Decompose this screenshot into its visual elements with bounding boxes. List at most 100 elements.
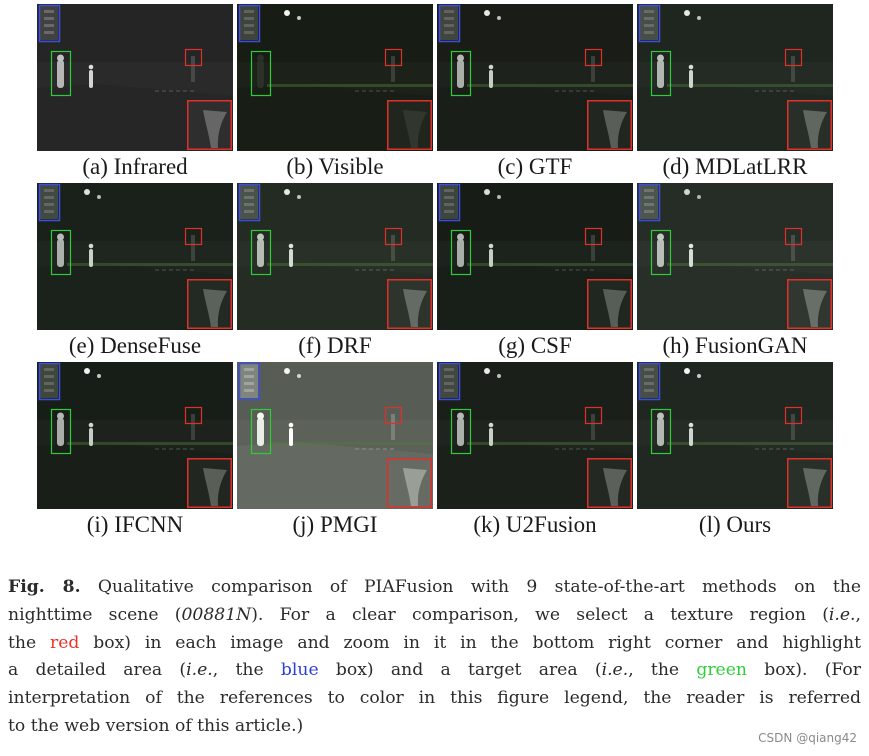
road-surface xyxy=(637,263,833,330)
detail-box-blue xyxy=(38,183,61,222)
crosswalk-stripe xyxy=(355,448,359,450)
crosswalk-stripe xyxy=(190,448,194,450)
sky-band xyxy=(637,362,833,420)
distant-pedestrian xyxy=(89,428,93,446)
texture-box-red xyxy=(784,227,803,246)
zoom-inset-border xyxy=(787,100,832,150)
panel-label: (h) FusionGAN xyxy=(662,333,808,358)
sign-text-bar xyxy=(44,368,54,371)
crosswalk-stripe xyxy=(155,269,159,271)
detail-box-blue xyxy=(638,4,661,43)
crosswalk-stripe xyxy=(369,448,373,450)
texture-box-red xyxy=(184,406,203,425)
detail-box-blue xyxy=(238,362,261,401)
grass-strip xyxy=(267,84,433,87)
tree-trunk xyxy=(791,56,795,82)
figure-row-1: (a) Infrared (b) Visible (c) GTF (d) MDL… xyxy=(37,4,833,180)
scene-image xyxy=(637,183,833,330)
pedestrian-head xyxy=(57,412,64,420)
detail-box-blue xyxy=(638,362,661,401)
figure-row-3: (i) IFCNN (j) PMGI (k) U2Fusion (l) Ours xyxy=(37,362,833,538)
crosswalk-stripe xyxy=(590,90,594,92)
pedestrian-figure xyxy=(657,418,664,446)
street-light xyxy=(97,195,101,199)
grass-strip xyxy=(467,263,633,266)
crosswalk-stripe xyxy=(569,448,573,450)
sign-text-bar xyxy=(444,210,454,213)
crosswalk-stripe xyxy=(583,90,587,92)
sign-text-bar xyxy=(644,10,654,13)
scene-image xyxy=(37,4,233,151)
texture-box-red xyxy=(784,406,803,425)
crosswalk-stripe xyxy=(555,448,559,450)
sign-text-bar xyxy=(44,203,54,206)
sky-band xyxy=(37,362,233,420)
panel-image xyxy=(637,362,833,509)
caption-ie: i.e. xyxy=(601,660,629,681)
sign-text-bar xyxy=(44,24,54,27)
pedestrian-head xyxy=(457,412,464,420)
grass-strip xyxy=(667,263,833,266)
sign-text-bar xyxy=(44,17,54,20)
panel-mdlatlrr: (d) MDLatLRR xyxy=(637,4,833,180)
sign-text-bar xyxy=(644,203,654,206)
detail-box-blue xyxy=(438,183,461,222)
target-box-green xyxy=(50,408,72,455)
grass-strip xyxy=(467,84,633,87)
scene-image xyxy=(437,362,633,509)
caption-text: box) and a target area ( xyxy=(318,660,602,681)
caption-line-4: a detailed area (i.e., the blue box) and… xyxy=(8,657,861,685)
distant-pedestrian-head xyxy=(88,243,94,249)
road-surface xyxy=(37,84,233,151)
tree-trunk xyxy=(391,414,395,440)
distant-pedestrian-head xyxy=(288,422,294,428)
crosswalk-stripe xyxy=(769,448,773,450)
crosswalk-stripe xyxy=(776,90,780,92)
zoomed-tree-trunk xyxy=(603,289,627,327)
street-light xyxy=(484,189,490,195)
distant-pedestrian xyxy=(489,249,493,267)
crosswalk-stripe xyxy=(569,90,573,92)
scene-image xyxy=(37,362,233,509)
caption-red-word: red xyxy=(50,632,80,653)
panel-image xyxy=(37,183,233,330)
panel-visible: (b) Visible xyxy=(237,4,433,180)
zoom-inset-border xyxy=(387,458,432,508)
scene-image xyxy=(237,4,433,151)
panel-label: (a) Infrared xyxy=(82,154,188,179)
sign-text-bar xyxy=(444,10,454,13)
sign-text-bar xyxy=(444,389,454,392)
distant-pedestrian xyxy=(489,70,493,88)
sign-text-bar xyxy=(644,210,654,213)
sign-text-bar xyxy=(244,382,254,385)
panel-label: (e) DenseFuse xyxy=(68,333,202,358)
crosswalk-stripe xyxy=(562,269,566,271)
caption-text: the xyxy=(8,632,51,653)
scene-image xyxy=(37,183,233,330)
sky-band xyxy=(237,4,433,62)
crosswalk-stripe xyxy=(390,269,394,271)
target-box-green xyxy=(450,50,472,97)
panel-image xyxy=(437,362,633,509)
street-light xyxy=(684,189,690,195)
crosswalk-stripe xyxy=(362,269,366,271)
panel-label: (k) U2Fusion xyxy=(473,512,597,537)
pedestrian-figure xyxy=(57,239,64,267)
sky-band xyxy=(637,183,833,241)
scene-image xyxy=(437,4,633,151)
sky-band xyxy=(437,4,633,62)
caption-line-6: to the web version of this article.) xyxy=(8,713,861,741)
caption-text: Qualitative comparison of PIAFusion with… xyxy=(80,577,861,597)
sky-band xyxy=(437,362,633,420)
crosswalk-stripe xyxy=(776,269,780,271)
target-box-green xyxy=(250,229,272,276)
panel-image xyxy=(237,183,433,330)
zoom-inset-border xyxy=(587,458,632,508)
sign-text-bar xyxy=(444,24,454,27)
crosswalk-stripe xyxy=(583,448,587,450)
sign-text-bar xyxy=(244,389,254,392)
panel-label: (b) Visible xyxy=(286,154,384,179)
distant-pedestrian-head xyxy=(488,422,494,428)
sign-text-bar xyxy=(644,189,654,192)
distant-pedestrian-head xyxy=(688,243,694,249)
